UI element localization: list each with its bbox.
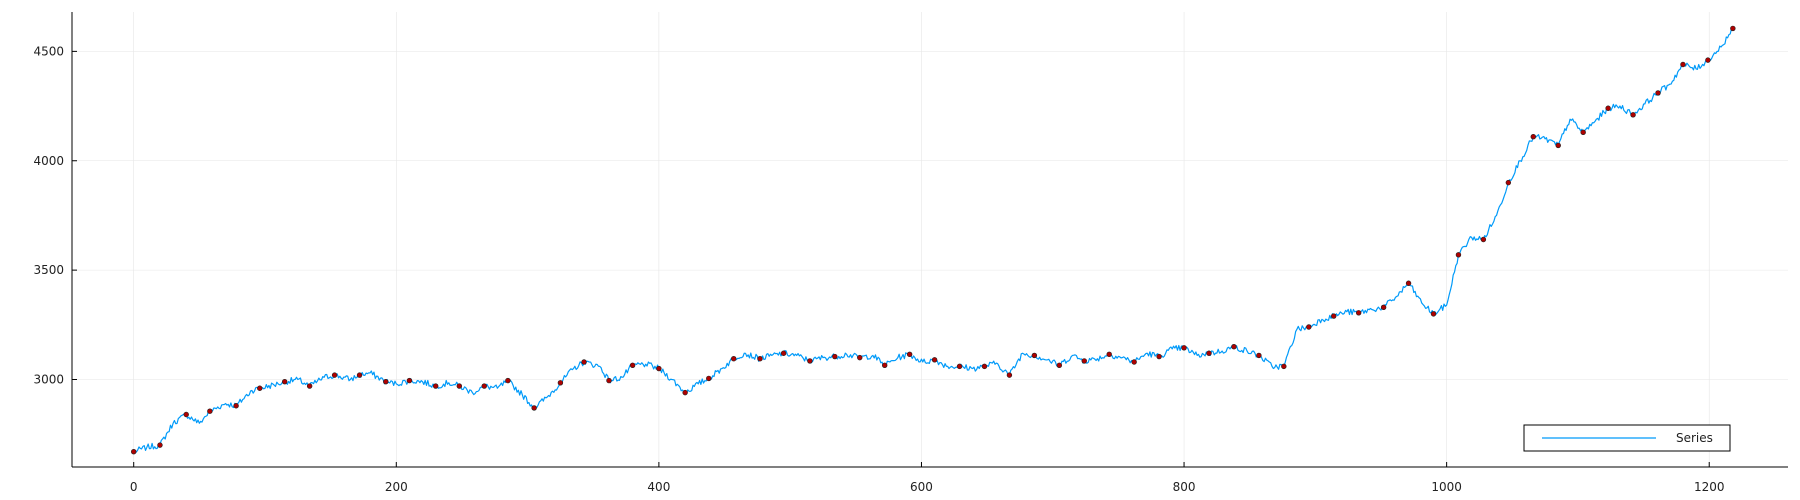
data-marker (1256, 352, 1262, 359)
x-tick-label: 600 (910, 480, 933, 494)
data-marker (832, 353, 838, 360)
data-marker (1405, 280, 1412, 286)
data-marker (1355, 310, 1362, 316)
data-marker (1630, 112, 1636, 118)
data-marker (981, 363, 988, 370)
data-marker (606, 377, 612, 384)
data-marker (956, 363, 963, 370)
data-marker (1056, 362, 1063, 368)
data-marker (706, 375, 712, 382)
data-marker (1131, 359, 1137, 365)
ticks: 0 200 400 600 800 1000 1200 3000 3500 4000 4500 (33, 44, 1724, 494)
data-marker (432, 383, 439, 389)
data-marker (531, 405, 537, 411)
data-marker (505, 377, 511, 384)
axes (71, 12, 1788, 468)
data-marker (406, 377, 413, 384)
data-marker (1231, 343, 1237, 350)
data-marker (1530, 133, 1536, 140)
data-marker (1281, 363, 1287, 370)
data-marker (1156, 353, 1162, 360)
x-tick-label: 0 (130, 480, 138, 494)
data-marker (1580, 129, 1586, 136)
grid (72, 12, 1788, 467)
data-marker (356, 372, 363, 378)
markers-layer (131, 25, 1736, 455)
y-tick-label: 3500 (33, 263, 64, 277)
data-marker (1331, 313, 1337, 319)
data-marker (1206, 350, 1212, 356)
data-marker (1605, 105, 1611, 111)
data-marker (1430, 311, 1437, 317)
data-marker (1730, 25, 1736, 32)
x-tick-label: 400 (647, 480, 670, 494)
data-marker (183, 411, 189, 418)
data-marker (1031, 352, 1038, 359)
data-marker (931, 357, 938, 363)
data-marker (1306, 324, 1312, 330)
data-marker (757, 356, 763, 362)
data-marker (780, 350, 787, 356)
data-marker (481, 383, 487, 389)
data-marker (629, 362, 636, 368)
x-tick-label: 1200 (1694, 480, 1725, 494)
series-line (133, 27, 1733, 453)
data-marker (157, 442, 163, 448)
data-marker (1505, 179, 1512, 186)
data-marker (331, 372, 338, 378)
data-marker (1680, 61, 1686, 68)
y-tick-label: 3000 (33, 373, 64, 387)
data-marker (207, 408, 213, 414)
data-marker (1655, 90, 1661, 96)
data-marker (1555, 142, 1561, 149)
data-marker (857, 354, 863, 361)
data-marker (257, 385, 263, 391)
x-tick-label: 1000 (1431, 480, 1462, 494)
data-marker (1455, 252, 1462, 258)
data-marker (1081, 358, 1087, 364)
x-tick-label: 200 (385, 480, 408, 494)
data-marker (1006, 372, 1013, 378)
y-tick-label: 4000 (33, 154, 64, 168)
data-marker (1106, 351, 1112, 358)
data-marker (281, 378, 288, 385)
data-marker (682, 389, 688, 396)
data-marker (1705, 57, 1711, 63)
data-marker (656, 365, 662, 372)
data-marker (557, 380, 564, 386)
data-marker (882, 362, 888, 368)
x-tick-label: 800 (1173, 480, 1196, 494)
series-layer (133, 27, 1733, 453)
data-marker (1480, 236, 1487, 243)
data-marker (131, 448, 137, 455)
data-marker (581, 359, 587, 365)
data-marker (1380, 304, 1387, 311)
data-marker (906, 351, 913, 358)
data-marker (1181, 345, 1187, 351)
data-marker (731, 356, 737, 362)
data-marker (383, 378, 389, 385)
legend-label: Series (1676, 431, 1713, 445)
data-marker (456, 383, 463, 389)
y-tick-label: 4500 (33, 44, 64, 58)
data-marker (306, 383, 313, 389)
data-marker (233, 403, 239, 409)
legend: Series (1523, 424, 1731, 452)
data-marker (807, 358, 813, 364)
